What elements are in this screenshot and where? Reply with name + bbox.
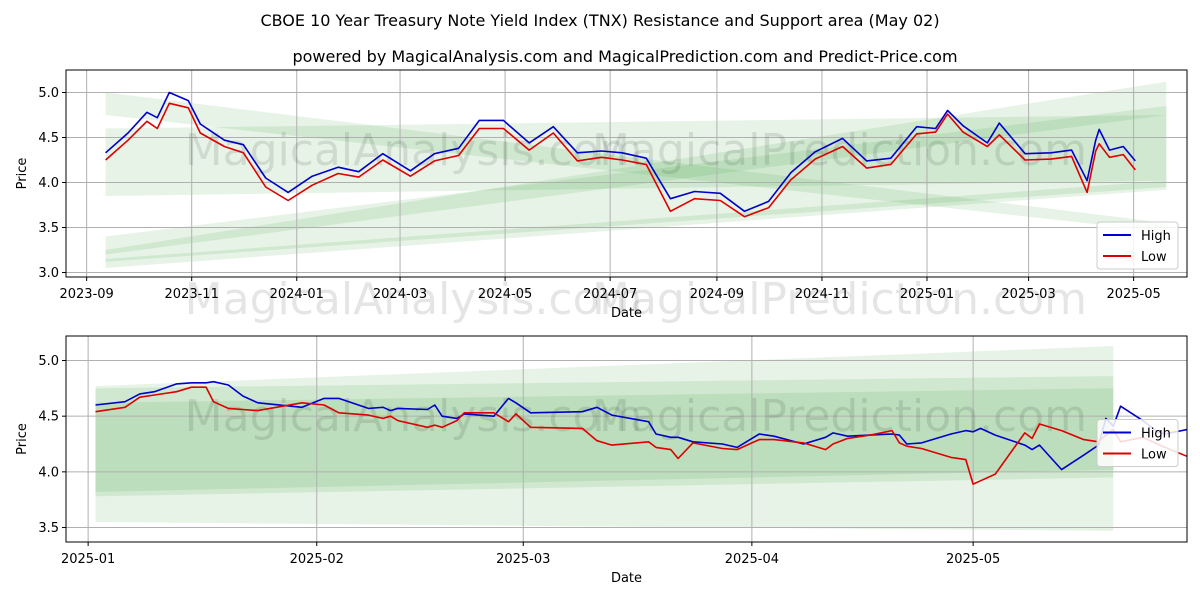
- y-tick-label: 3.5: [38, 521, 59, 536]
- x-tick-label: 2024-09: [690, 287, 744, 302]
- watermark-prediction: MagicalPrediction.com: [592, 391, 1087, 442]
- legend-box: [1096, 221, 1179, 270]
- x-tick-label: 2023-09: [59, 287, 113, 302]
- y-tick-label: 5.0: [38, 354, 59, 369]
- legend-label-high: High: [1141, 427, 1171, 442]
- x-tick-label: 2024-07: [583, 287, 637, 302]
- legend: High Low: [1096, 221, 1179, 270]
- y-tick-label: 4.0: [38, 176, 59, 191]
- series-line-low: [95, 386, 1187, 485]
- resistance-support-band: [105, 180, 1167, 268]
- x-tick-label: 2024-11: [795, 287, 849, 302]
- y-axis-label: Price: [15, 423, 30, 455]
- series-line-high: [105, 91, 1136, 213]
- y-tick-label: 4.0: [38, 465, 59, 480]
- x-tick-label: 2024-05: [478, 287, 532, 302]
- x-tick-label: 2025-03: [1001, 287, 1055, 302]
- x-tick-label: 2025-05: [946, 552, 1000, 567]
- x-tick-label: 2025-01: [61, 552, 115, 567]
- y-tick-label: 5.0: [38, 86, 59, 101]
- resistance-support-band: [95, 376, 1114, 497]
- watermark-prediction: MagicalPrediction.com: [592, 274, 1087, 325]
- axes-frame: [65, 335, 1188, 543]
- watermark-prediction: MagicalPrediction.com: [592, 125, 1087, 176]
- resistance-support-band: [105, 81, 1167, 262]
- band-group: [95, 346, 1114, 531]
- y-tick-label: 4.5: [38, 131, 59, 146]
- x-axis-label: Date: [611, 571, 642, 586]
- top-panel: 2023-09 2023-11 2024-01 2024-03 2024-05 2024-…: [15, 69, 1188, 325]
- y-axis-label: Price: [15, 158, 30, 190]
- x-tick-label: 2025-04: [725, 552, 779, 567]
- watermark-analysis: MagicalAnalysis.com: [185, 391, 643, 442]
- y-tick-label: 3.0: [38, 266, 59, 281]
- legend-label-low: Low: [1141, 448, 1167, 463]
- legend-label-high: High: [1141, 229, 1171, 244]
- x-tick-label: 2025-03: [496, 552, 550, 567]
- chart-subtitle: powered by MagicalAnalysis.com and Magic…: [292, 47, 957, 66]
- series-line-high: [95, 380, 1187, 471]
- x-tick-label: 2024-01: [270, 287, 324, 302]
- legend-box: [1096, 419, 1179, 467]
- legend: High Low: [1096, 419, 1179, 467]
- series-group: [95, 380, 1187, 485]
- y-tick-label: 3.5: [38, 221, 59, 236]
- x-tick-label: 2025-05: [1106, 287, 1160, 302]
- x-tick-label: 2025-02: [290, 552, 344, 567]
- x-tick-label: 2024-03: [373, 287, 427, 302]
- series-line-low: [105, 102, 1136, 218]
- series-group: [105, 91, 1136, 218]
- legend-label-low: Low: [1141, 250, 1167, 265]
- x-tick-label: 2023-11: [165, 287, 219, 302]
- axes-frame: [65, 69, 1188, 278]
- x-tick-label: 2025-01: [900, 287, 954, 302]
- watermark-analysis: MagicalAnalysis.com: [185, 274, 643, 325]
- bottom-panel: 2025-01 2025-02 2025-03 2025-04 2025-05 3.5 4.…: [15, 335, 1188, 586]
- x-axis-label: Date: [611, 306, 642, 321]
- resistance-support-band: [95, 346, 1114, 531]
- y-tick-label: 4.5: [38, 410, 59, 425]
- chart-title: CBOE 10 Year Treasury Note Yield Index (…: [260, 11, 939, 30]
- resistance-support-band: [105, 106, 1167, 255]
